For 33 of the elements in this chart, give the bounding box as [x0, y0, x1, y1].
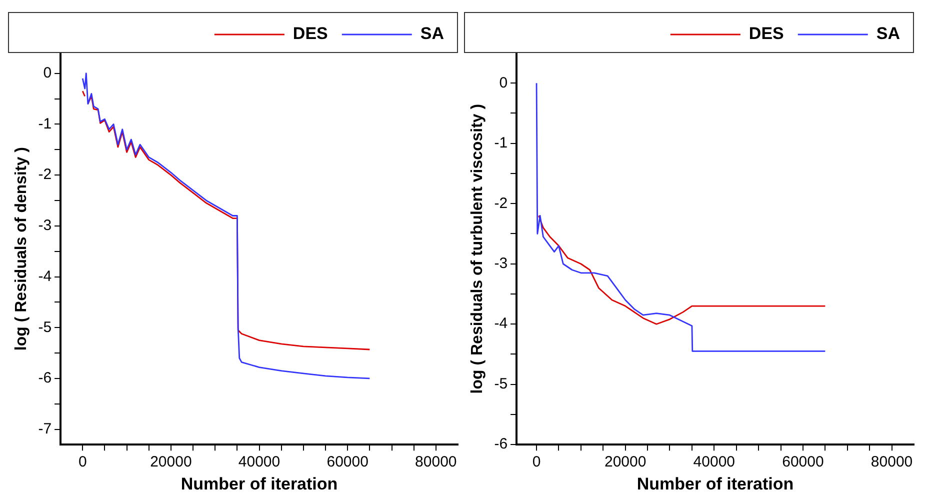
y-tick-label: -2	[38, 166, 52, 184]
y-tick-label: -1	[38, 115, 52, 132]
x-tick-label: 60000	[782, 454, 824, 471]
y-tick-label: -5	[494, 375, 508, 392]
x-tick-label: 80000	[870, 454, 913, 471]
y-tick-label: -3	[38, 217, 52, 234]
y-tick-label: -4	[494, 315, 508, 332]
y-axis-title: log ( Residuals of turbulent viscosity )	[469, 104, 486, 394]
x-axis-title: Number of iteration	[636, 474, 794, 494]
x-tick-label: 20000	[150, 454, 192, 471]
y-tick-label: -6	[38, 370, 52, 387]
legend-label: DES	[292, 24, 328, 44]
x-tick-label: 20000	[604, 454, 646, 471]
x-tick-label: 40000	[693, 454, 736, 471]
y-tick-label: -2	[494, 194, 508, 212]
y-tick-label: -7	[38, 420, 52, 438]
y-tick-label: -6	[494, 436, 508, 453]
legend-label: DES	[748, 24, 784, 44]
y-axis-title: log ( Residuals of density )	[13, 147, 30, 351]
legend-label: SA	[420, 24, 444, 44]
y-tick-label: -1	[494, 134, 508, 152]
x-tick-label: 60000	[326, 454, 368, 471]
x-tick-label: 80000	[415, 454, 457, 471]
x-tick-label: 0	[78, 454, 87, 471]
legend-label: SA	[876, 24, 900, 44]
x-axis-title: Number of iteration	[180, 474, 338, 494]
y-tick-label: -5	[38, 318, 52, 336]
x-tick-label: 0	[532, 454, 541, 471]
x-tick-label: 40000	[238, 454, 280, 471]
y-tick-label: -4	[38, 268, 52, 285]
y-tick-label: 0	[499, 74, 508, 92]
y-tick-label: -3	[494, 255, 508, 272]
y-tick-label: 0	[43, 64, 52, 82]
